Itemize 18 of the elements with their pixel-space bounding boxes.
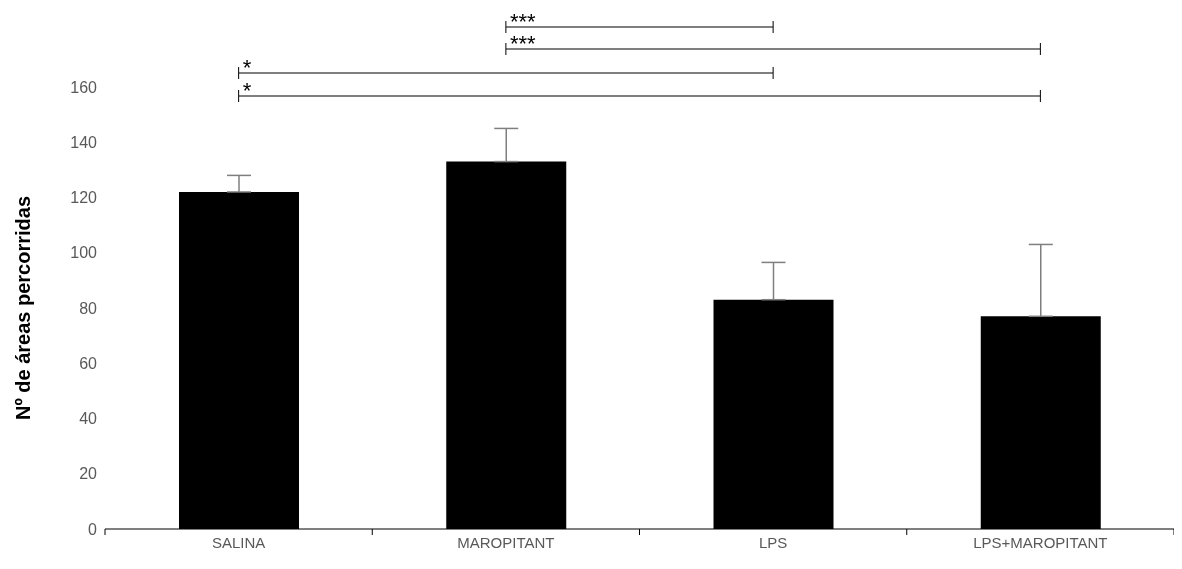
y-tick-label: 0 (88, 520, 98, 538)
x-tick-label: MAROPITANT (457, 533, 555, 551)
x-tick-label: LPS+MAROPITANT (973, 533, 1108, 551)
y-tick-label: 140 (70, 133, 98, 151)
y-tick-label: 100 (70, 244, 98, 262)
text: *** (509, 9, 536, 34)
y-tick-label: 160 (70, 78, 98, 96)
annotation: * (242, 78, 252, 103)
x-tick-label: LPS (758, 533, 788, 551)
y-tick-label: 20 (79, 465, 98, 483)
y-axis-title: Nº de áreas percorridas (12, 195, 34, 421)
text: *** (509, 31, 536, 56)
y-tick-label: 60 (79, 354, 98, 372)
y-tick-label: 120 (70, 189, 98, 207)
text: * (242, 55, 252, 80)
x-tick-label: SALINA (211, 533, 266, 551)
y-tick-label: 40 (79, 410, 98, 428)
y-tick-label: 80 (79, 299, 98, 317)
